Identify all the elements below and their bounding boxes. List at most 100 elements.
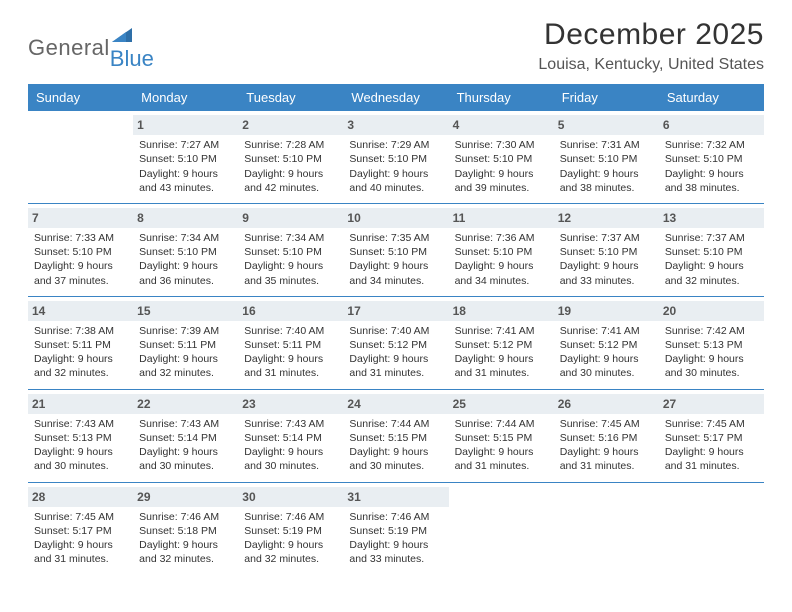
sunrise-label: Sunrise: 7:37 AM — [560, 231, 653, 245]
calendar-page: General Blue December 2025 Louisa, Kentu… — [0, 0, 792, 584]
sunset-label: Sunset: 5:10 PM — [244, 245, 337, 259]
daylight-label: Daylight: 9 hours and 32 minutes. — [139, 538, 232, 566]
daylight-label: Daylight: 9 hours and 31 minutes. — [349, 352, 442, 380]
sunset-label: Sunset: 5:17 PM — [665, 431, 758, 445]
weekday-label: Friday — [554, 84, 659, 111]
day-number: 31 — [343, 487, 448, 507]
weekday-label: Thursday — [449, 84, 554, 111]
sunrise-label: Sunrise: 7:46 AM — [349, 510, 442, 524]
sunset-label: Sunset: 5:14 PM — [244, 431, 337, 445]
day-cell: 27Sunrise: 7:45 AMSunset: 5:17 PMDayligh… — [659, 390, 764, 483]
sunset-label: Sunset: 5:13 PM — [34, 431, 127, 445]
day-number: 9 — [238, 208, 343, 228]
daylight-label: Daylight: 9 hours and 31 minutes. — [665, 445, 758, 473]
sunrise-label: Sunrise: 7:45 AM — [665, 417, 758, 431]
daylight-label: Daylight: 9 hours and 33 minutes. — [560, 259, 653, 287]
title-block: December 2025 Louisa, Kentucky, United S… — [538, 18, 764, 74]
sunset-label: Sunset: 5:18 PM — [139, 524, 232, 538]
day-cell: 19Sunrise: 7:41 AMSunset: 5:12 PMDayligh… — [554, 297, 659, 390]
sunset-label: Sunset: 5:10 PM — [455, 245, 548, 259]
day-number: 14 — [28, 301, 133, 321]
daylight-label: Daylight: 9 hours and 40 minutes. — [349, 167, 442, 195]
day-cell: 14Sunrise: 7:38 AMSunset: 5:11 PMDayligh… — [28, 297, 133, 390]
sunset-label: Sunset: 5:11 PM — [139, 338, 232, 352]
daylight-label: Daylight: 9 hours and 34 minutes. — [349, 259, 442, 287]
sunset-label: Sunset: 5:10 PM — [349, 152, 442, 166]
header: General Blue December 2025 Louisa, Kentu… — [28, 18, 764, 74]
day-number: 21 — [28, 394, 133, 414]
sunset-label: Sunset: 5:10 PM — [455, 152, 548, 166]
daylight-label: Daylight: 9 hours and 35 minutes. — [244, 259, 337, 287]
daylight-label: Daylight: 9 hours and 37 minutes. — [34, 259, 127, 287]
sunset-label: Sunset: 5:10 PM — [560, 152, 653, 166]
sunrise-label: Sunrise: 7:39 AM — [139, 324, 232, 338]
daylight-label: Daylight: 9 hours and 38 minutes. — [560, 167, 653, 195]
sunrise-label: Sunrise: 7:45 AM — [34, 510, 127, 524]
sunrise-label: Sunrise: 7:28 AM — [244, 138, 337, 152]
sunset-label: Sunset: 5:12 PM — [455, 338, 548, 352]
daylight-label: Daylight: 9 hours and 38 minutes. — [665, 167, 758, 195]
logo-text-blue: Blue — [110, 46, 154, 72]
day-cell: 8Sunrise: 7:34 AMSunset: 5:10 PMDaylight… — [133, 204, 238, 297]
sunrise-label: Sunrise: 7:46 AM — [139, 510, 232, 524]
sunset-label: Sunset: 5:12 PM — [560, 338, 653, 352]
sunrise-label: Sunrise: 7:27 AM — [139, 138, 232, 152]
sunset-label: Sunset: 5:10 PM — [244, 152, 337, 166]
sunset-label: Sunset: 5:10 PM — [139, 245, 232, 259]
sunrise-label: Sunrise: 7:35 AM — [349, 231, 442, 245]
sunrise-label: Sunrise: 7:40 AM — [349, 324, 442, 338]
day-number: 10 — [343, 208, 448, 228]
daylight-label: Daylight: 9 hours and 32 minutes. — [665, 259, 758, 287]
day-number: 2 — [238, 115, 343, 135]
sunrise-label: Sunrise: 7:33 AM — [34, 231, 127, 245]
weekday-header: Sunday Monday Tuesday Wednesday Thursday… — [28, 84, 764, 111]
day-cell: 9 Sunrise: 7:34 AMSunset: 5:10 PMDaylight… — [238, 204, 343, 297]
day-cell: 21Sunrise: 7:43 AMSunset: 5:13 PMDayligh… — [28, 390, 133, 483]
day-cell: 20Sunrise: 7:42 AMSunset: 5:13 PMDayligh… — [659, 297, 764, 390]
day-number: 4 — [449, 115, 554, 135]
daylight-label: Daylight: 9 hours and 31 minutes. — [455, 445, 548, 473]
day-number: 24 — [343, 394, 448, 414]
sunrise-label: Sunrise: 7:41 AM — [560, 324, 653, 338]
sunset-label: Sunset: 5:11 PM — [34, 338, 127, 352]
day-cell: 5Sunrise: 7:31 AMSunset: 5:10 PMDaylight… — [554, 111, 659, 204]
day-cell: 3 Sunrise: 7:29 AMSunset: 5:10 PMDaylight… — [343, 111, 448, 204]
day-cell — [449, 483, 554, 575]
sunrise-label: Sunrise: 7:43 AM — [244, 417, 337, 431]
sunrise-label: Sunrise: 7:29 AM — [349, 138, 442, 152]
day-number: 15 — [133, 301, 238, 321]
day-number: 3 — [343, 115, 448, 135]
sunrise-label: Sunrise: 7:34 AM — [244, 231, 337, 245]
day-cell: 11 Sunrise: 7:36 AMSunset: 5:10 PMDayligh… — [449, 204, 554, 297]
weekday-label: Sunday — [28, 84, 133, 111]
day-number: 8 — [133, 208, 238, 228]
day-cell: 30Sunrise: 7:46 AMSunset: 5:19 PMDayligh… — [238, 483, 343, 575]
day-cell: 23Sunrise: 7:43 AMSunset: 5:14 PMDayligh… — [238, 390, 343, 483]
sunrise-label: Sunrise: 7:45 AM — [560, 417, 653, 431]
sunrise-label: Sunrise: 7:34 AM — [139, 231, 232, 245]
daylight-label: Daylight: 9 hours and 34 minutes. — [455, 259, 548, 287]
day-cell: 12Sunrise: 7:37 AMSunset: 5:10 PMDayligh… — [554, 204, 659, 297]
sunrise-label: Sunrise: 7:38 AM — [34, 324, 127, 338]
day-number: 13 — [659, 208, 764, 228]
month-title: December 2025 — [538, 18, 764, 52]
sunset-label: Sunset: 5:11 PM — [244, 338, 337, 352]
daylight-label: Daylight: 9 hours and 31 minutes. — [244, 352, 337, 380]
sunrise-label: Sunrise: 7:42 AM — [665, 324, 758, 338]
day-cell: 13Sunrise: 7:37 AMSunset: 5:10 PMDayligh… — [659, 204, 764, 297]
daylight-label: Daylight: 9 hours and 33 minutes. — [349, 538, 442, 566]
sunset-label: Sunset: 5:12 PM — [349, 338, 442, 352]
day-number: 16 — [238, 301, 343, 321]
location-label: Louisa, Kentucky, United States — [538, 56, 764, 74]
sunrise-label: Sunrise: 7:36 AM — [455, 231, 548, 245]
sunrise-label: Sunrise: 7:46 AM — [244, 510, 337, 524]
day-number: 23 — [238, 394, 343, 414]
sunset-label: Sunset: 5:14 PM — [139, 431, 232, 445]
logo: General Blue — [28, 18, 154, 72]
day-number: 5 — [554, 115, 659, 135]
day-number: 26 — [554, 394, 659, 414]
sunrise-label: Sunrise: 7:44 AM — [455, 417, 548, 431]
daylight-label: Daylight: 9 hours and 32 minutes. — [139, 352, 232, 380]
daylight-label: Daylight: 9 hours and 39 minutes. — [455, 167, 548, 195]
day-number: 11 — [449, 208, 554, 228]
